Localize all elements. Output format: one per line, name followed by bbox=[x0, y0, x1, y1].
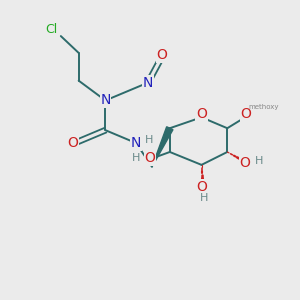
Text: O: O bbox=[196, 180, 207, 194]
Text: H: H bbox=[132, 153, 140, 163]
Text: N: N bbox=[131, 136, 141, 150]
Text: O: O bbox=[240, 156, 250, 170]
Text: N: N bbox=[100, 94, 111, 107]
Text: Cl: Cl bbox=[45, 22, 57, 36]
Text: H: H bbox=[145, 135, 153, 145]
Text: O: O bbox=[157, 48, 167, 62]
Text: O: O bbox=[67, 136, 78, 150]
Text: O: O bbox=[241, 107, 251, 121]
Text: H: H bbox=[255, 156, 263, 166]
Text: H: H bbox=[200, 193, 209, 202]
Text: O: O bbox=[196, 107, 207, 121]
Text: methoxy: methoxy bbox=[249, 104, 279, 110]
Text: N: N bbox=[143, 76, 153, 90]
Polygon shape bbox=[152, 127, 173, 167]
Text: O: O bbox=[145, 151, 155, 165]
